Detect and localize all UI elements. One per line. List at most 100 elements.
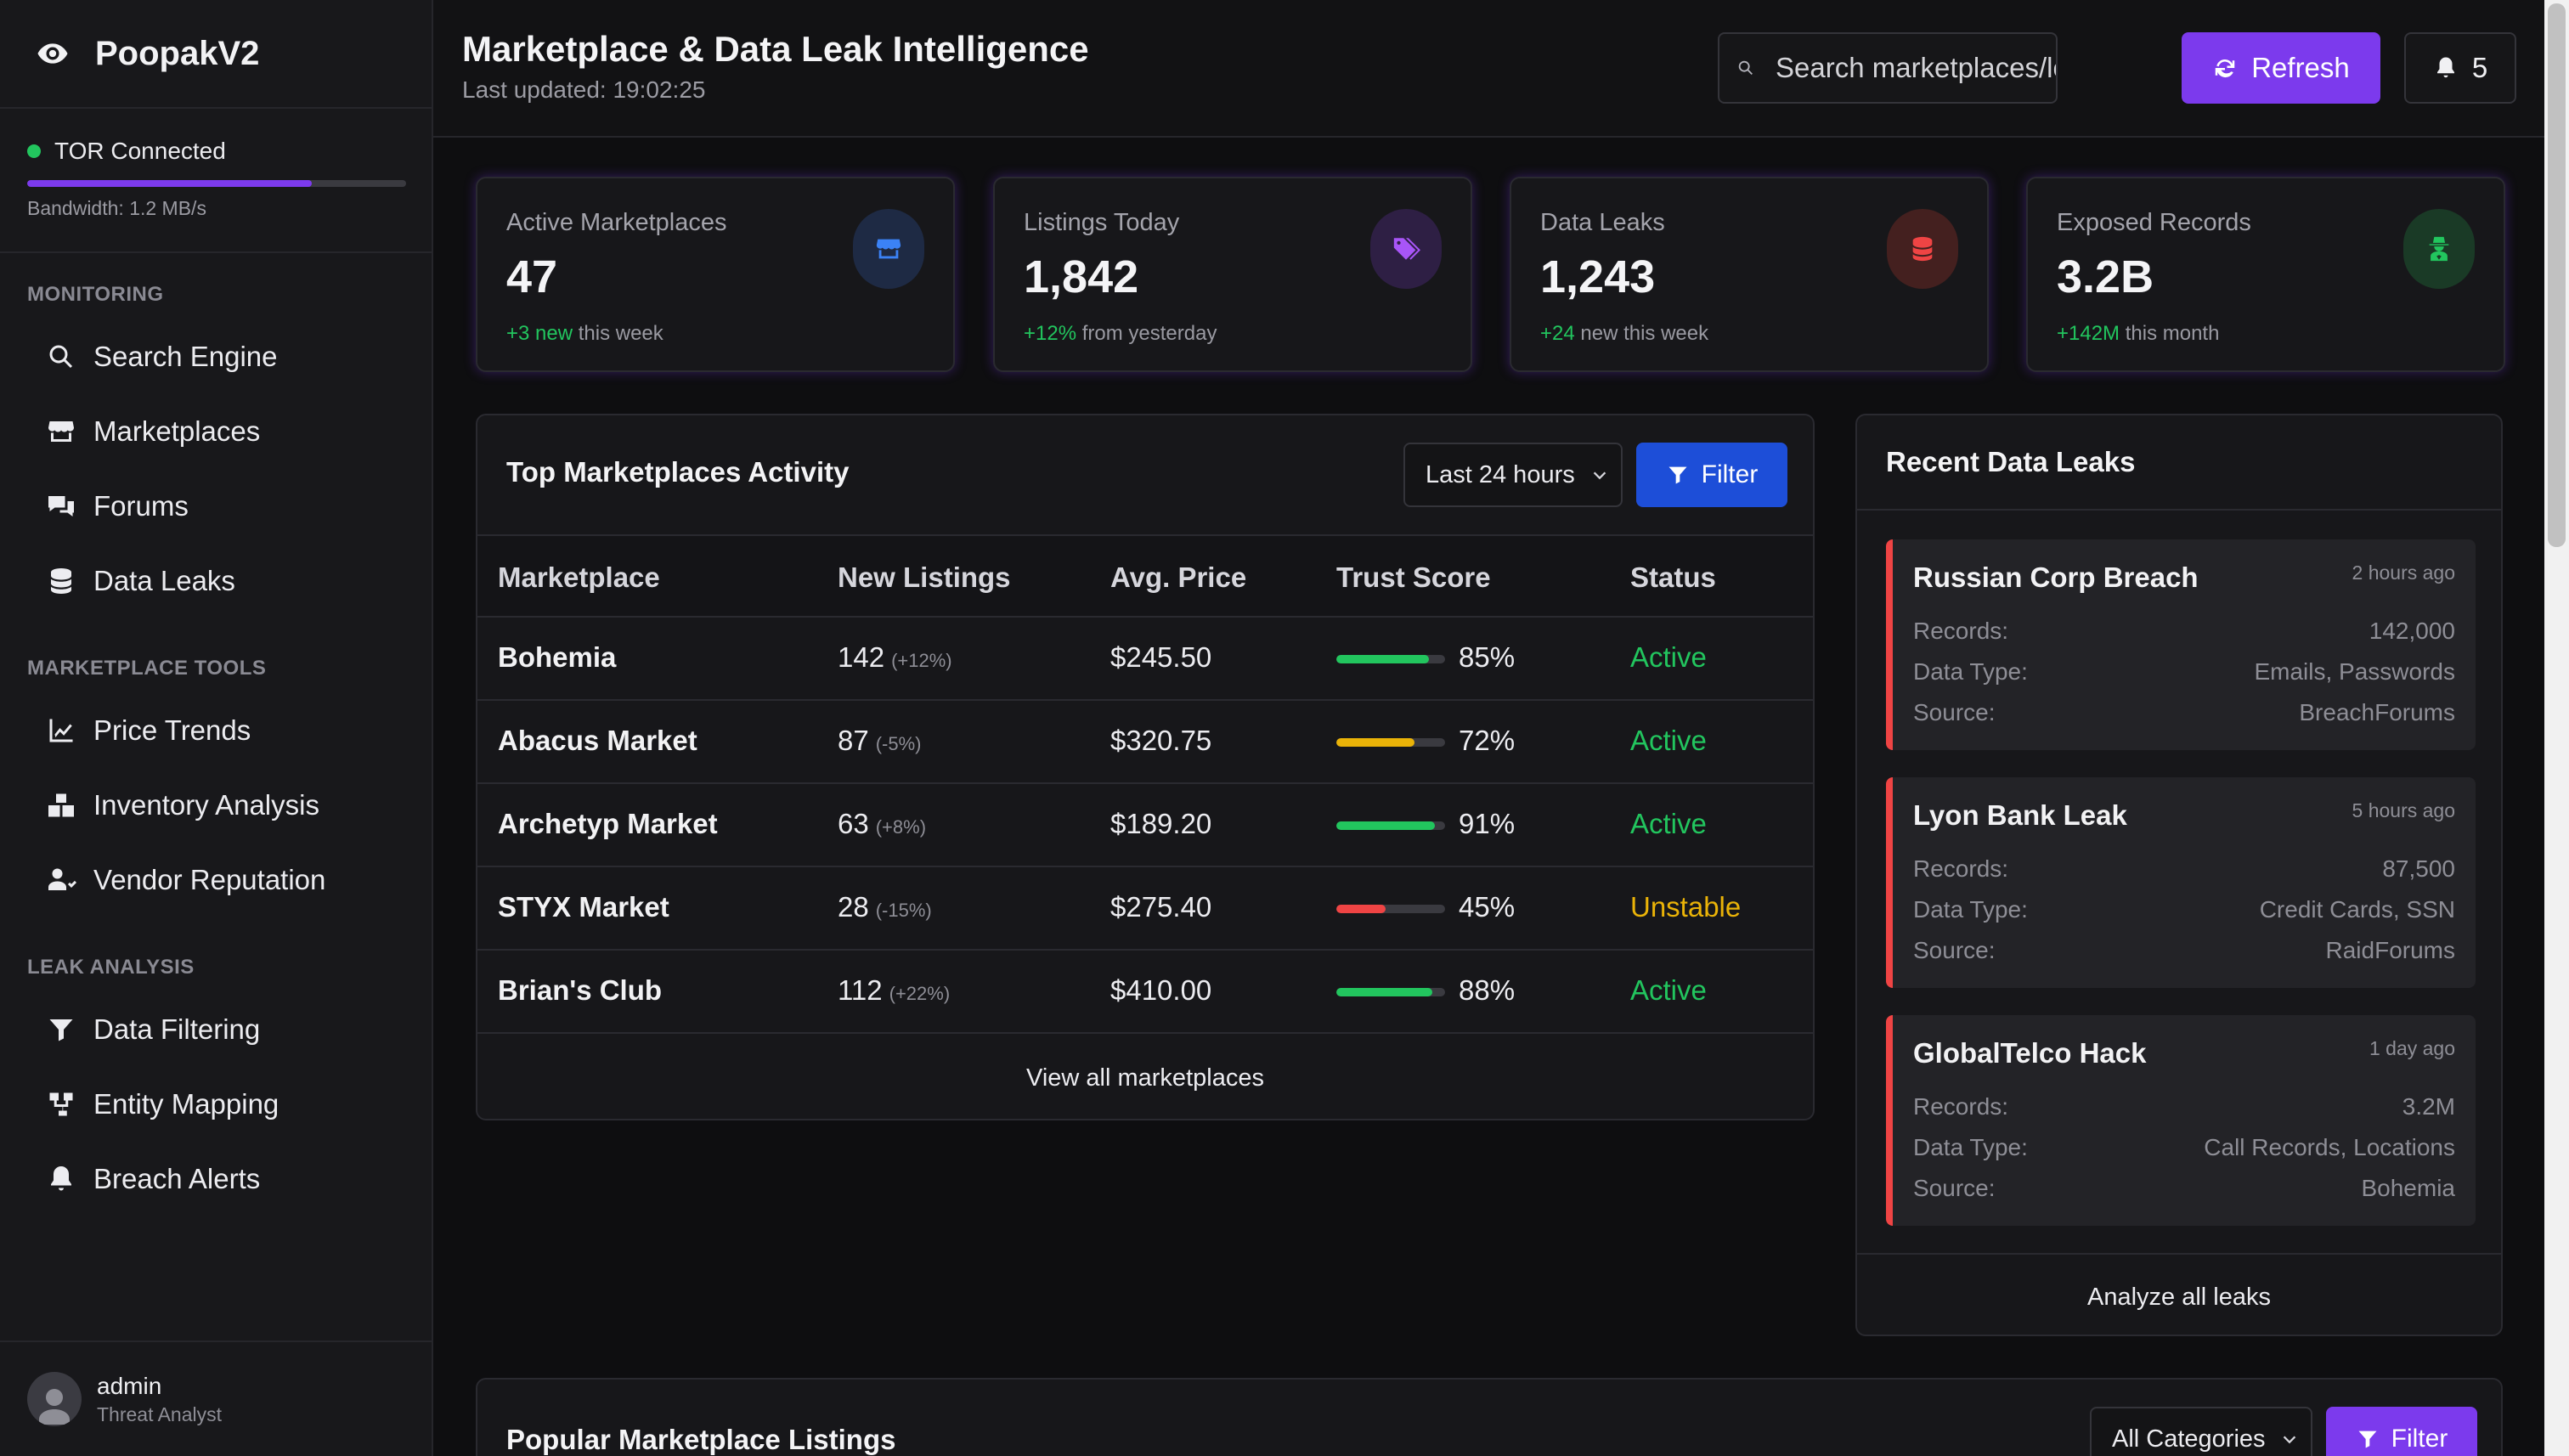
view-all-marketplaces-link[interactable]: View all marketplaces	[1026, 1064, 1264, 1092]
leak-label: Records:	[1913, 618, 2009, 644]
chevron-down-icon	[2283, 1436, 2296, 1444]
table-row[interactable]: Abacus Market 87 (-5%) $320.75 72% Active	[477, 701, 1813, 784]
filter-button[interactable]: Filter	[1636, 443, 1787, 507]
stat-icon-badge	[853, 209, 924, 289]
refresh-button[interactable]: Refresh	[2182, 32, 2380, 104]
user-role: Threat Analyst	[97, 1402, 223, 1425]
new-listings: 142 (+12%)	[838, 641, 952, 674]
trust-bar	[1336, 988, 1445, 996]
sitemap-icon	[49, 1092, 73, 1116]
leak-label: Data Type:	[1913, 658, 2028, 685]
listings-change: (-15%)	[875, 900, 932, 921]
leak-value: BreachForums	[2299, 699, 2455, 725]
column-header[interactable]: Marketplace	[498, 562, 660, 593]
notifications-button[interactable]: 5	[2404, 32, 2516, 104]
nav-item-vendor-reputation[interactable]: Vendor Reputation	[46, 855, 325, 906]
nav-item-search-engine[interactable]: Search Engine	[46, 331, 277, 382]
nav-label: Breach Alerts	[93, 1163, 261, 1194]
status-dot-icon	[27, 144, 41, 158]
nav-item-entity-mapping[interactable]: Entity Mapping	[46, 1079, 279, 1130]
bell-icon	[2436, 57, 2454, 78]
leak-value: Call Records, Locations	[2204, 1134, 2455, 1160]
leak-label: Records:	[1913, 1093, 2009, 1120]
stat-icon-badge	[2403, 209, 2475, 289]
avg-price: $189.20	[1110, 808, 1212, 839]
nav-item-breach-alerts[interactable]: Breach Alerts	[46, 1154, 260, 1205]
table-row[interactable]: Brian's Club 112 (+22%) $410.00 88% Activ…	[477, 951, 1813, 1034]
stat-delta: +3 new	[506, 322, 573, 345]
time-range-select[interactable]: Last 24 hours	[1403, 443, 1623, 507]
trust-bar-fill	[1336, 988, 1432, 996]
status-text: Active	[1630, 808, 1707, 839]
top-header: Marketplace & Data Leak Intelligence Las…	[433, 0, 2544, 138]
category-select[interactable]: All Categories	[2090, 1407, 2312, 1456]
leak-card[interactable]: GlobalTelco Hack 1 day ago Records: 3.2M …	[1886, 1015, 2476, 1226]
nav-label: Marketplaces	[93, 415, 261, 447]
new-listings: 63 (+8%)	[838, 808, 926, 840]
avg-price: $320.75	[1110, 725, 1212, 756]
leak-value: Credit Cards, SSN	[2259, 896, 2455, 923]
stat-card-listings-today: Listings Today 1,842 +12% from yesterday	[993, 177, 1472, 372]
stat-value: 1,243	[1540, 251, 1656, 302]
page-title: Marketplace & Data Leak Intelligence	[462, 29, 1089, 69]
user-profile[interactable]: admin Threat Analyst	[0, 1340, 432, 1456]
filter-icon	[1668, 466, 1687, 484]
nav-item-inventory-analysis[interactable]: Inventory Analysis	[46, 780, 319, 831]
new-listings: 87 (-5%)	[838, 725, 922, 757]
search-input[interactable]	[1776, 52, 2056, 84]
nav-item-price-trends[interactable]: Price Trends	[46, 705, 251, 756]
table-header: Marketplace New Listings Avg. Price Trus…	[477, 534, 1813, 618]
trust-bar	[1336, 905, 1445, 913]
marketplace-name[interactable]: Abacus Market	[498, 725, 697, 756]
column-header[interactable]: Status	[1630, 562, 1716, 593]
stat-label: Listings Today	[1024, 209, 1180, 236]
leak-records-row: Records: 142,000	[1913, 618, 2455, 645]
trust-score: 91%	[1459, 808, 1516, 839]
leak-value: 142,000	[2369, 618, 2455, 644]
listings-filter-button[interactable]: Filter	[2326, 1407, 2477, 1456]
analyze-all-leaks-link[interactable]: Analyze all leaks	[2087, 1284, 2271, 1311]
nav-section-leak-analysis: LEAK ANALYSIS	[27, 956, 195, 979]
nav-item-forums[interactable]: Forums	[46, 481, 189, 532]
stat-card-data-leaks: Data Leaks 1,243 +24 new this week	[1510, 177, 1989, 372]
stat-delta: +24	[1540, 322, 1575, 345]
sidebar: PoopakV2 TOR Connected Bandwidth: 1.2 MB…	[0, 0, 433, 1456]
stat-note-text: new this week	[1574, 322, 1709, 345]
stat-note-text: this week	[573, 322, 663, 345]
listings-change: (+12%)	[891, 650, 952, 671]
search-box[interactable]	[1718, 32, 2058, 104]
marketplace-name[interactable]: Bohemia	[498, 641, 617, 673]
nav-item-marketplaces[interactable]: Marketplaces	[46, 406, 260, 457]
marketplace-name[interactable]: Brian's Club	[498, 974, 663, 1006]
listings-change: (+8%)	[875, 816, 927, 838]
stat-delta: +142M	[2057, 322, 2120, 345]
leak-label: Data Type:	[1913, 896, 2028, 923]
stat-card-active-marketplaces: Active Marketplaces 47 +3 new this week	[476, 177, 955, 372]
stat-value: 47	[506, 251, 558, 302]
leak-card[interactable]: Lyon Bank Leak 5 hours ago Records: 87,50…	[1886, 777, 2476, 988]
listings-count: 28	[838, 891, 869, 923]
marketplace-name[interactable]: Archetyp Market	[498, 808, 718, 839]
nav-item-data-filtering[interactable]: Data Filtering	[46, 1004, 260, 1055]
table-row[interactable]: Bohemia 142 (+12%) $245.50 85% Active	[477, 618, 1813, 701]
stat-value: 1,842	[1024, 251, 1139, 302]
brand[interactable]: PoopakV2	[0, 0, 432, 109]
stat-note: +3 new this week	[506, 322, 953, 346]
leak-value: 87,500	[2382, 855, 2455, 882]
column-header[interactable]: New Listings	[838, 562, 1011, 593]
nav-label: Entity Mapping	[93, 1088, 279, 1120]
table-row[interactable]: STYX Market 28 (-15%) $275.40 45% Unstabl…	[477, 867, 1813, 951]
new-listings: 28 (-15%)	[838, 891, 932, 923]
listings-count: 63	[838, 808, 869, 839]
scrollbar-thumb[interactable]	[2548, 3, 2566, 547]
leak-label: Source:	[1913, 1175, 1996, 1201]
bandwidth-bar-fill	[27, 180, 312, 187]
marketplace-name[interactable]: STYX Market	[498, 891, 669, 923]
nav-item-data-leaks[interactable]: Data Leaks	[46, 556, 235, 607]
column-header[interactable]: Trust Score	[1336, 562, 1491, 593]
leak-title: Russian Corp Breach	[1913, 562, 2199, 593]
table-row[interactable]: Archetyp Market 63 (+8%) $189.20 91% Acti…	[477, 784, 1813, 867]
trust-score: 72%	[1459, 725, 1516, 756]
leak-card[interactable]: Russian Corp Breach 2 hours ago Records:…	[1886, 539, 2476, 750]
column-header[interactable]: Avg. Price	[1110, 562, 1247, 593]
